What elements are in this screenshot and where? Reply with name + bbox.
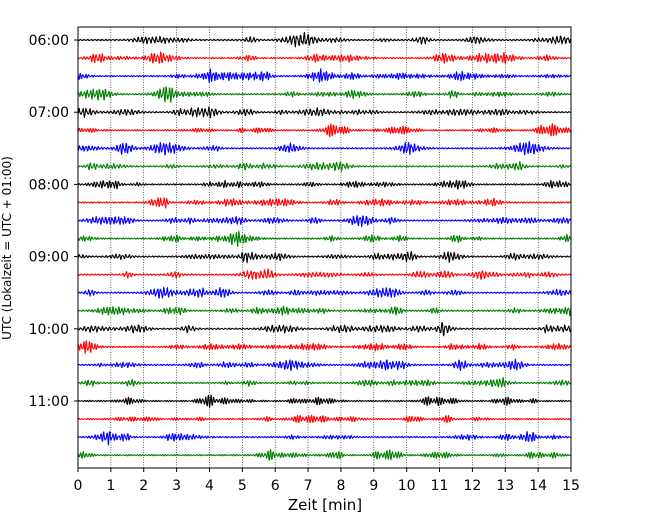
x-axis-label: Zeit [min] xyxy=(288,496,362,514)
trace-line xyxy=(77,430,572,446)
y-axis-label: UTC (Lokalzeit = UTC + 01:00) xyxy=(0,156,14,340)
x-tick-label: 6 xyxy=(271,478,280,494)
trace-line xyxy=(77,123,572,138)
trace-line xyxy=(77,179,572,190)
y-axis-ticks: 06:00 07:00 08:00 09:00 10:00 11:00 xyxy=(29,33,78,410)
x-tick-label: 0 xyxy=(74,478,83,494)
trace-line xyxy=(77,140,572,156)
y-tick-label: 07:00 xyxy=(29,105,69,121)
y-tick-label: 10:00 xyxy=(29,322,69,338)
trace-line xyxy=(77,305,572,317)
x-tick-label: 2 xyxy=(139,478,148,494)
x-axis-ticks: 0 1 2 3 4 5 6 7 8 9 10 11 12 13 14 15 xyxy=(74,468,580,494)
x-tick-label: 13 xyxy=(496,478,514,494)
trace-line xyxy=(77,68,572,84)
trace-line xyxy=(77,414,572,424)
y-tick-label: 06:00 xyxy=(29,33,69,49)
seismic-traces xyxy=(77,32,572,461)
x-tick-label: 4 xyxy=(205,478,214,494)
trace-line xyxy=(77,86,572,103)
plot-frame xyxy=(77,26,572,469)
x-tick-label: 8 xyxy=(336,478,345,494)
trace-line xyxy=(77,394,572,408)
trace-line xyxy=(77,340,572,354)
x-tick-label: 14 xyxy=(529,478,547,494)
trace-line xyxy=(77,197,572,209)
trace-line xyxy=(77,250,572,264)
trace-line xyxy=(77,322,572,337)
trace-line xyxy=(77,268,572,280)
x-tick-label: 3 xyxy=(172,478,181,494)
trace-line xyxy=(77,286,572,299)
trace-line xyxy=(77,51,572,64)
trace-line xyxy=(77,32,572,48)
trace-line xyxy=(77,215,572,228)
trace-line xyxy=(77,376,572,388)
x-tick-label: 15 xyxy=(562,478,580,494)
trace-line xyxy=(77,358,572,371)
y-tick-label: 11:00 xyxy=(29,394,69,410)
vertical-gridlines xyxy=(110,27,539,468)
x-tick-label: 11 xyxy=(431,478,449,494)
x-tick-label: 12 xyxy=(463,478,481,494)
y-tick-label: 08:00 xyxy=(29,177,69,193)
x-tick-label: 7 xyxy=(304,478,313,494)
x-tick-label: 5 xyxy=(238,478,247,494)
trace-line xyxy=(77,230,572,247)
x-tick-label: 10 xyxy=(398,478,416,494)
x-tick-label: 1 xyxy=(106,478,115,494)
trace-line xyxy=(77,106,572,119)
trace-line xyxy=(77,449,572,461)
trace-line xyxy=(77,160,572,172)
x-tick-label: 9 xyxy=(369,478,378,494)
y-tick-label: 09:00 xyxy=(29,250,69,266)
